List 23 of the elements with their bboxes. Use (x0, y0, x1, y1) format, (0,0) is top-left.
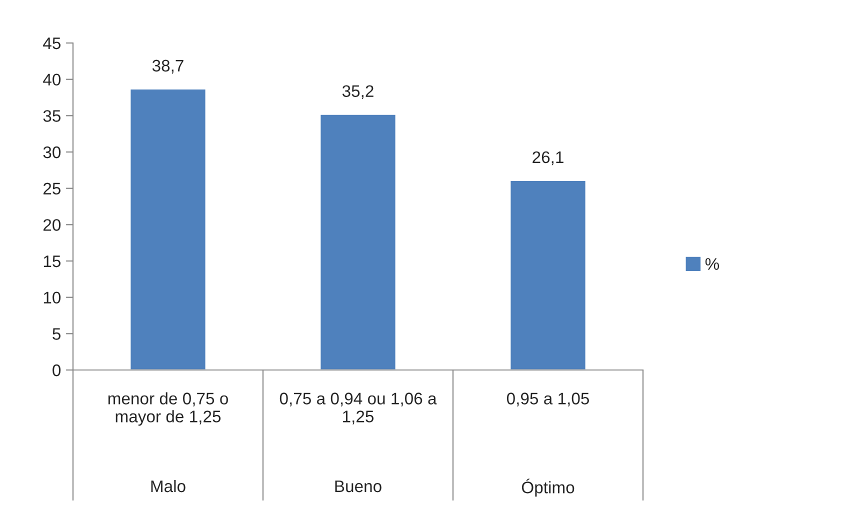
x-tick-label: 0,95 a 1,05 (506, 392, 590, 406)
text: 38,7 (152, 60, 184, 74)
legend-label: % (705, 258, 720, 270)
text: Bueno (335, 480, 382, 492)
bar (129, 88, 207, 370)
text: 35,2 (342, 85, 374, 99)
text: 26,1 (532, 151, 564, 166)
y-tick-label: 40 (43, 74, 61, 86)
text: Óptimo (522, 478, 574, 497)
y-tick-label: 30 (43, 146, 61, 158)
y-tick-label: 25 (43, 182, 60, 195)
y-tick-label: 0 (52, 364, 61, 376)
bar (509, 180, 587, 370)
bar (319, 114, 397, 370)
y-tick-label: 20 (43, 219, 61, 231)
text: Malo (151, 480, 186, 492)
y-tick-label: 5 (52, 328, 60, 340)
y-tick-label: 45 (43, 38, 60, 50)
x-tick-label: 0,75 a 0,94 ou 1,06 a 1,25 (280, 392, 437, 424)
x-tick-label: menor de 0,75 o mayor de 1,25 (108, 392, 228, 426)
y-tick-label: 15 (44, 256, 60, 268)
y-tick-label: 35 (43, 110, 60, 122)
y-tick-label: 10 (44, 292, 61, 304)
